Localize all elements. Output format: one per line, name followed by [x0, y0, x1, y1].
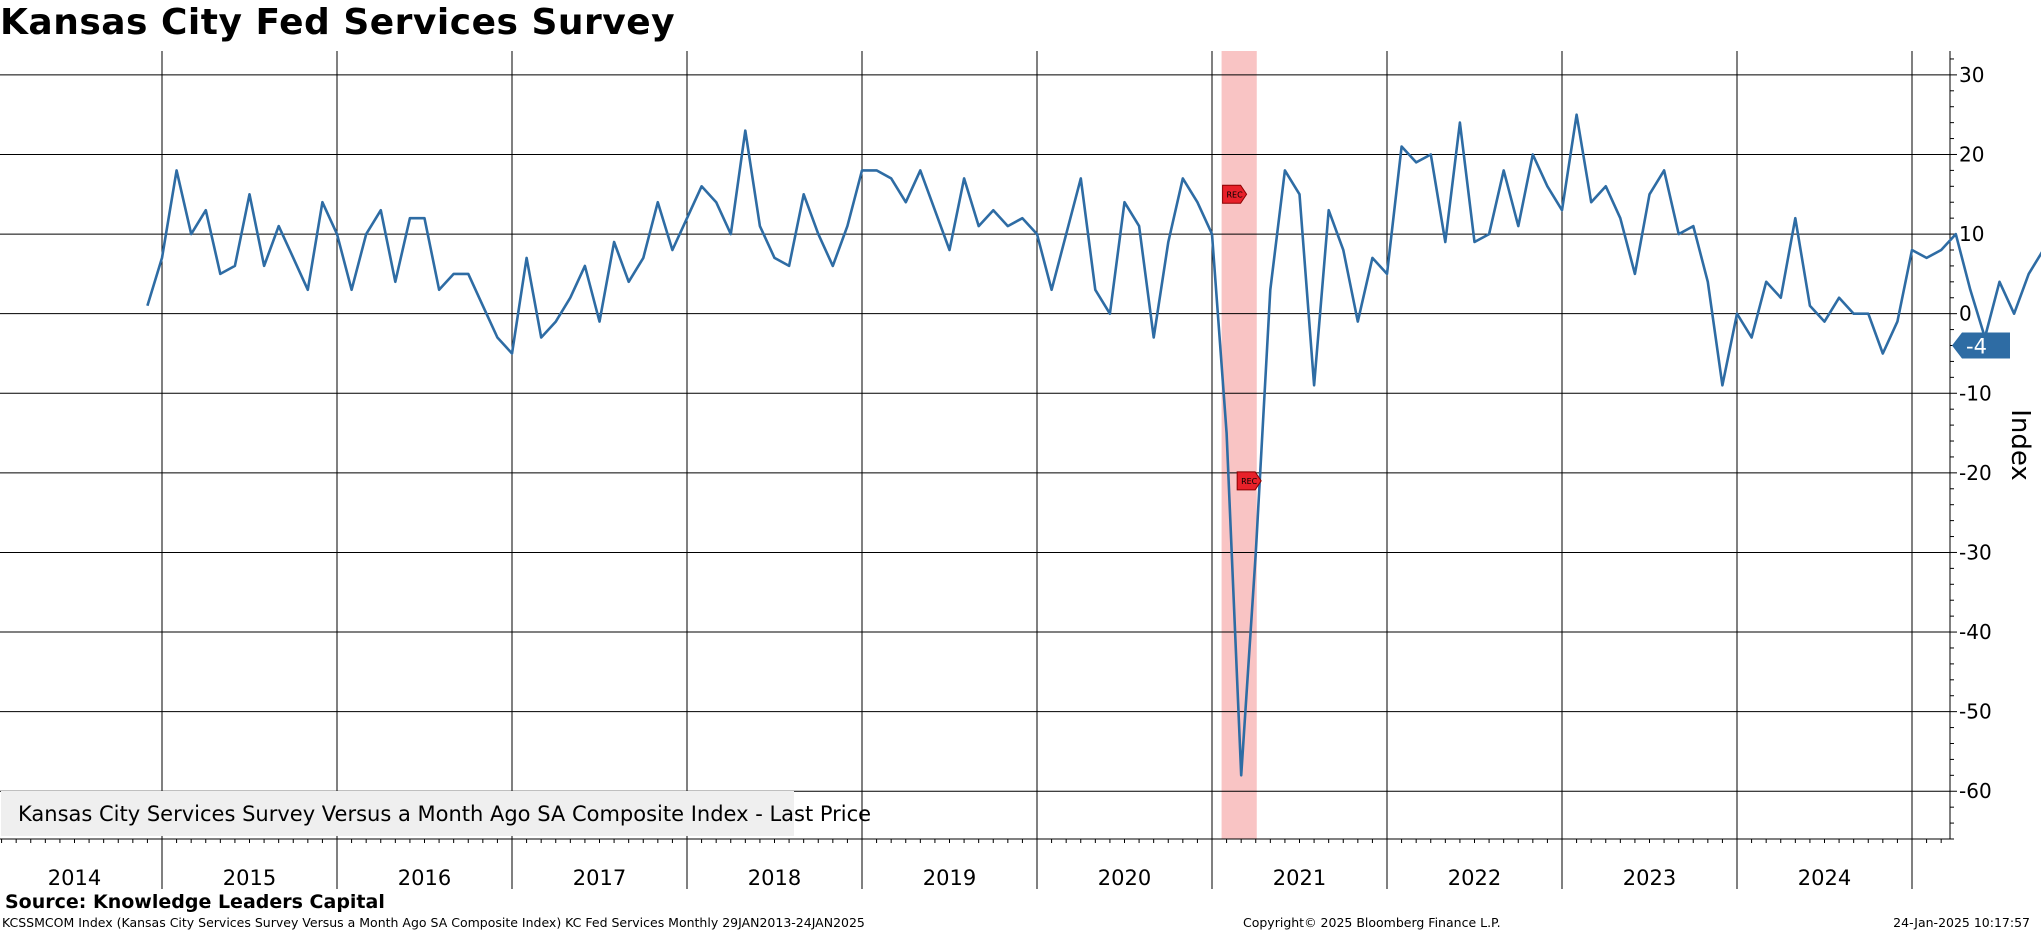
y-tick-label: 10 [1959, 222, 1984, 246]
legend: Kansas City Services Survey Versus a Mon… [1, 791, 871, 836]
x-tick-label: 2020 [1098, 866, 1151, 890]
x-tick-label: 2021 [1273, 866, 1326, 890]
x-tick-label: 2014 [48, 866, 101, 890]
series-line [146, 113, 2041, 777]
footer-ticker-info: KCSSMCOM Index (Kansas City Services Sur… [2, 915, 865, 930]
x-tick-label: 2017 [573, 866, 626, 890]
rec-marker [1222, 184, 1248, 204]
rec-marker [1236, 471, 1262, 491]
rec-marker-label: REC [1226, 190, 1243, 199]
x-tick-label: 2019 [923, 866, 976, 890]
y-tick-label: -30 [1959, 540, 1992, 564]
y-tick-label: 30 [1959, 63, 1984, 87]
rec-marker-label: REC [1241, 477, 1258, 486]
y-tick-label: -60 [1959, 779, 1992, 803]
footer-copyright: Copyright© 2025 Bloomberg Finance L.P. [1243, 915, 1501, 930]
x-tick-label: 2022 [1448, 866, 1501, 890]
last-value-label: -4 [1966, 335, 1987, 359]
legend-label: Kansas City Services Survey Versus a Mon… [18, 801, 872, 826]
chart-svg: 30 20 10 0 -10 -20 -30 -40 -50 -60 2014 2015 2016 201… [0, 51, 2041, 890]
y-tick-label: 20 [1959, 142, 1984, 166]
source-label: Source: Knowledge Leaders Capital [5, 891, 385, 913]
x-tick-label: 2023 [1623, 866, 1676, 890]
x-tick-label: 2016 [398, 866, 451, 890]
last-value-tag [1952, 332, 2010, 359]
y-axis-title: Index [2005, 409, 2035, 481]
y-tick-label: -50 [1959, 700, 1992, 724]
y-tick-label: 0 [1959, 302, 1972, 326]
footer-timestamp: 24-Jan-2025 10:17:57 [1893, 915, 2030, 930]
y-tick-label: -10 [1959, 381, 1992, 405]
x-tick-label: 2015 [223, 866, 276, 890]
y-tick-label: -20 [1959, 461, 1992, 485]
y-tick-label: -40 [1959, 620, 1992, 644]
x-tick-label: 2018 [748, 866, 801, 890]
x-tick-label: 2024 [1798, 866, 1851, 890]
chart-title: Kansas City Fed Services Survey [0, 2, 676, 43]
